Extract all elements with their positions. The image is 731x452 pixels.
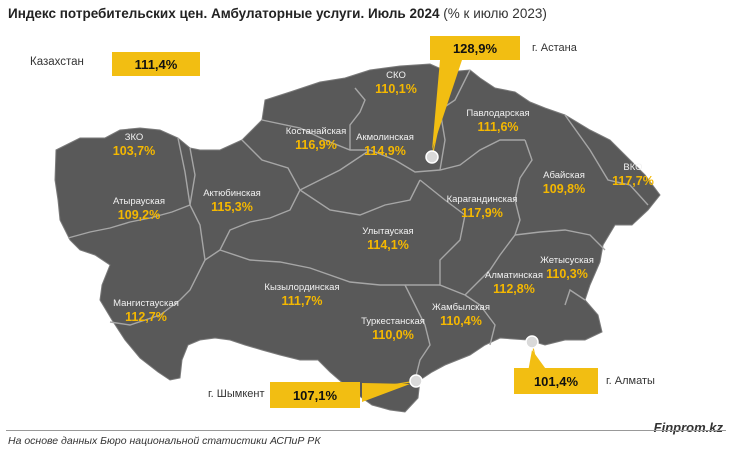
region-mangistau: Мангистауская 112,7% (113, 298, 179, 324)
region-value: 114,9% (364, 144, 406, 158)
region-name: ЗКО (124, 132, 144, 143)
region-karaganda: Карагандинская 117,9% (447, 194, 518, 220)
region-name: Улытауская (362, 226, 414, 237)
region-name: Павлодарская (466, 108, 530, 119)
almaty-marker (525, 335, 539, 349)
region-borders (67, 69, 649, 381)
region-name: СКО (386, 70, 406, 81)
footer-divider (6, 430, 726, 431)
region-abay: Абайская 109,8% (543, 170, 585, 196)
national-value-box: 111,4% (112, 52, 200, 76)
region-value: 110,0% (372, 328, 414, 342)
chart-title-main: Индекс потребительских цен. Амбулаторные… (8, 6, 440, 21)
chart-title: Индекс потребительских цен. Амбулаторные… (8, 6, 547, 21)
region-pavlodar: Павлодарская 111,6% (466, 108, 529, 134)
region-almaty-obl: Алматинская 112,8% (485, 270, 543, 296)
region-name: Карагандинская (446, 194, 518, 205)
almaty-value-box: 101,4% (514, 368, 598, 394)
region-value: 109,8% (542, 182, 586, 196)
region-value: 114,1% (367, 238, 409, 252)
region-name: Абайская (543, 170, 585, 181)
shymkent-marker (409, 374, 423, 388)
astana-marker (425, 150, 439, 164)
region-name: Актюбинская (203, 188, 261, 199)
region-name: Кызылординская (264, 282, 340, 293)
region-ulytau: Улытауская 114,1% (362, 226, 413, 252)
region-value: 112,8% (493, 282, 535, 296)
region-name: Жамбылская (432, 302, 490, 313)
chart-title-sub: (% к июлю 2023) (443, 6, 547, 21)
region-value: 110,1% (375, 82, 417, 96)
shymkent-callout-pointer (362, 383, 410, 402)
region-value: 110,3% (546, 267, 588, 281)
almaty-label: г. Алматы (606, 375, 655, 387)
astana-value-box: 128,9% (430, 36, 520, 60)
region-value: 117,9% (461, 206, 503, 220)
region-value: 112,7% (125, 310, 167, 324)
region-atyrau: Атырауская 109,2% (113, 196, 165, 222)
region-name: Акмолинская (356, 132, 414, 143)
region-akmola: Акмолинская 114,9% (356, 132, 414, 158)
region-zhambyl: Жамбылская 110,4% (432, 302, 490, 328)
region-name: Жетысуская (540, 255, 594, 266)
region-value: 109,2% (117, 208, 161, 222)
almaty-callout-pointer (528, 350, 548, 372)
region-value: 115,3% (211, 200, 253, 214)
region-kyzylorda: Кызылординская 111,7% (264, 282, 339, 308)
region-value: 111,6% (477, 120, 519, 134)
region-turkestan: Туркестанская 110,0% (361, 316, 425, 342)
region-sko: СКО 110,1% (375, 70, 417, 96)
region-name: Костанайская (285, 126, 347, 137)
region-value: 111,7% (281, 294, 323, 308)
region-name: Атырауская (113, 196, 165, 207)
astana-callout-pointer (432, 60, 462, 150)
region-name: ВКО (623, 162, 643, 173)
source-note: На основе данных Бюро национальной стати… (8, 435, 321, 447)
region-value: 116,9% (295, 138, 337, 152)
region-vko: ВКО 117,7% (612, 162, 654, 188)
shymkent-label: г. Шымкент (208, 388, 265, 400)
region-zko: ЗКО 103,7% (113, 132, 155, 158)
region-kostanay: Костанайская 116,9% (286, 126, 346, 152)
national-label: Казахстан (30, 56, 84, 68)
region-value: 110,4% (440, 314, 482, 328)
region-value: 103,7% (112, 144, 156, 158)
brand-logo-text: Finprom.kz (653, 420, 723, 435)
region-name: Мангистауская (113, 298, 179, 309)
shymkent-value-box: 107,1% (270, 382, 360, 408)
astana-label: г. Астана (532, 42, 577, 54)
region-name: Туркестанская (361, 316, 425, 327)
country-shape (54, 63, 661, 413)
region-name: Алматинская (485, 270, 543, 281)
region-value: 117,7% (612, 174, 654, 188)
region-aktobe: Актюбинская 115,3% (203, 188, 261, 214)
region-zhetisu: Жетысуская 110,3% (540, 255, 594, 281)
